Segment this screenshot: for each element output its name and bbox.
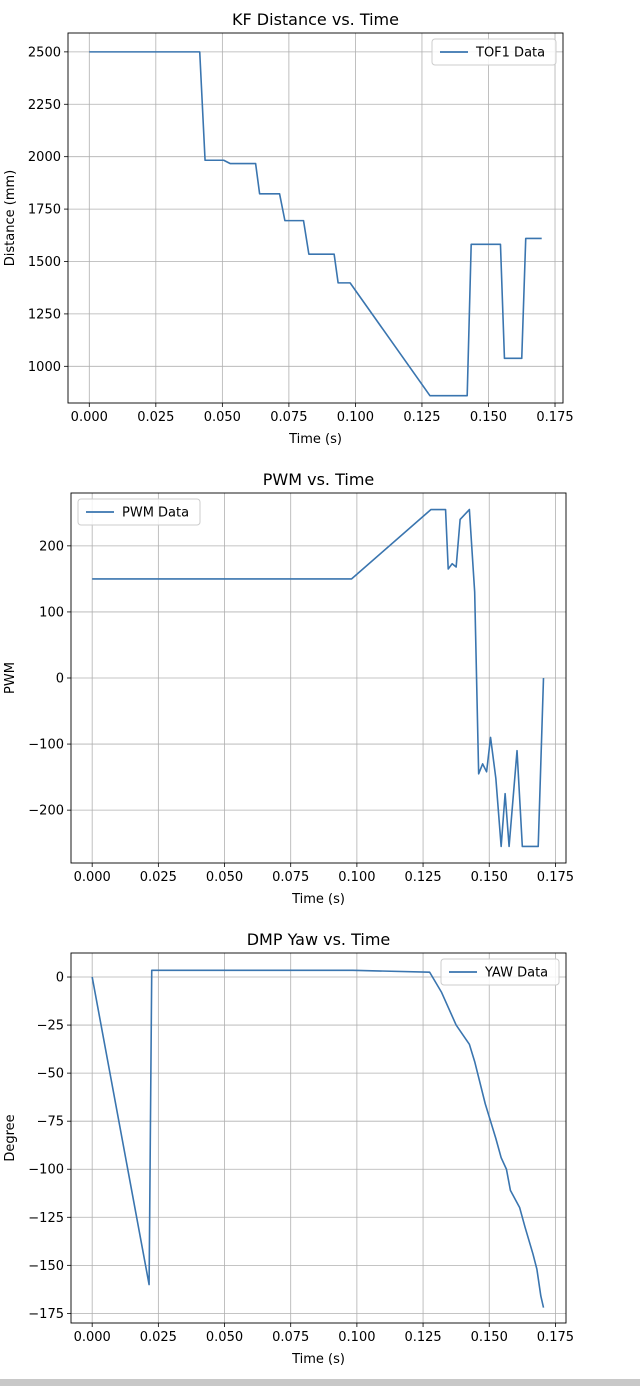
chart-3: 0.000 0.025 0.050 0.075 0.100 0.125 0.150 0.175… [3, 930, 574, 1367]
y-tick-label: 1500 [28, 255, 61, 270]
x-tick-label: 0.175 [536, 410, 573, 425]
series-line-yaw-data [91, 969, 545, 1308]
y-tick-label: −100 [28, 738, 64, 753]
x-tick-label: 0.150 [470, 410, 507, 425]
x-tick-label: 0.100 [338, 1330, 375, 1345]
y-axis-label: Degree [3, 1114, 18, 1161]
y-tick-label: −175 [28, 1307, 64, 1322]
series-line-tof1-data [89, 51, 542, 397]
x-tick-label: 0.125 [403, 410, 440, 425]
y-tick-label: −75 [37, 1115, 64, 1130]
y-tick-label: 1250 [28, 307, 61, 322]
x-tick-label: 0.050 [206, 1330, 243, 1345]
plot-frame [67, 32, 564, 404]
y-tick-label: −125 [28, 1211, 64, 1226]
x-tick-label: 0.175 [537, 870, 574, 885]
chart-1: 0.000 0.025 0.050 0.075 0.100 0.125 0.150 0.175… [3, 10, 574, 447]
x-tick-label: 0.175 [537, 1330, 574, 1345]
y-tick-label: −25 [37, 1019, 64, 1034]
chart-title: DMP Yaw vs. Time [247, 930, 391, 949]
x-tick-label: 0.000 [74, 1330, 111, 1345]
x-tick-label: 0.150 [471, 870, 508, 885]
y-axis-label: PWM [3, 662, 18, 694]
x-tick-label: 0.075 [272, 1330, 309, 1345]
legend: TOF1 Data [431, 38, 557, 66]
y-tick-label: −200 [28, 804, 64, 819]
x-tick-label: 0.150 [471, 1330, 508, 1345]
x-tick-label: 0.050 [204, 410, 241, 425]
x-tick-label: 0.050 [206, 870, 243, 885]
x-tick-label: 0.000 [74, 870, 111, 885]
y-tick-label: 200 [39, 539, 64, 554]
y-tick-label: −50 [37, 1067, 64, 1082]
legend-entry: PWM Data [122, 506, 189, 521]
bottom-scrollbar [0, 1379, 640, 1386]
plot-frame [70, 952, 567, 1324]
y-tick-label: 1000 [28, 360, 61, 375]
x-tick-label: 0.075 [272, 870, 309, 885]
x-tick-label: 0.075 [270, 410, 307, 425]
y-tick-label: 1750 [28, 203, 61, 218]
x-tick-label: 0.100 [338, 870, 375, 885]
legend-entry: YAW Data [484, 966, 548, 981]
x-axis-label: Time (s) [291, 892, 345, 907]
x-tick-label: 0.125 [404, 1330, 441, 1345]
x-tick-label: 0.025 [140, 1330, 177, 1345]
chart-title: KF Distance vs. Time [232, 10, 399, 29]
y-tick-label: 2000 [28, 150, 61, 165]
series-line-pwm-data [92, 508, 545, 848]
x-axis-label: Time (s) [288, 432, 342, 447]
x-axis-label: Time (s) [291, 1352, 345, 1367]
x-tick-label: 0.025 [137, 410, 174, 425]
chart-2: 0.000 0.025 0.050 0.075 0.100 0.125 0.150 0.175… [3, 470, 574, 907]
x-tick-label: 0.000 [71, 410, 108, 425]
x-tick-label: 0.125 [404, 870, 441, 885]
plot-frame [70, 492, 567, 864]
y-tick-label: 0 [56, 672, 64, 687]
legend-box [440, 958, 560, 986]
chart-title: PWM vs. Time [263, 470, 375, 489]
legend: YAW Data [440, 958, 560, 986]
y-tick-label: 100 [39, 605, 64, 620]
y-tick-label: 0 [56, 971, 64, 986]
legend-box [77, 498, 201, 526]
y-tick-label: −150 [28, 1259, 64, 1274]
y-tick-label: 2250 [28, 98, 61, 113]
legend-box [431, 38, 557, 66]
legend-entry: TOF1 Data [475, 46, 545, 61]
y-tick-label: −100 [28, 1163, 64, 1178]
legend: PWM Data [77, 498, 201, 526]
x-tick-label: 0.100 [337, 410, 374, 425]
y-axis-label: Distance (mm) [3, 170, 18, 266]
y-tick-label: 2500 [28, 45, 61, 60]
x-tick-label: 0.025 [140, 870, 177, 885]
